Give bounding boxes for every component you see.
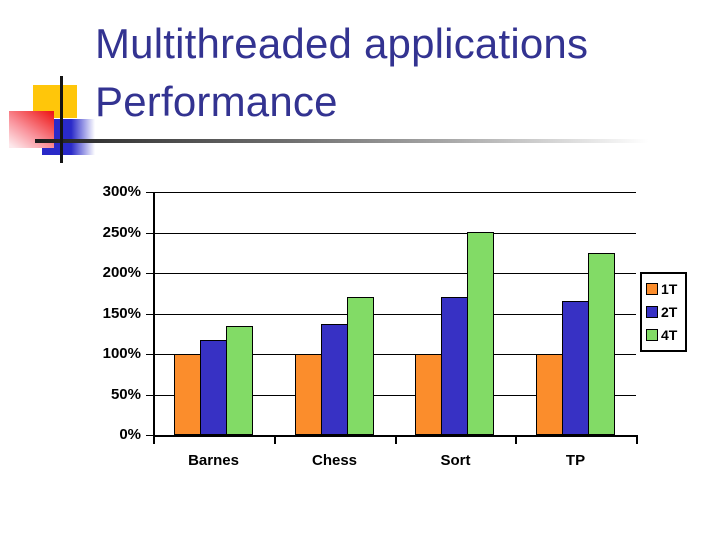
slide-title: Multithreaded applications Performance: [95, 20, 589, 125]
legend-swatch-4t: [646, 329, 658, 342]
legend-label-1t: 1T: [661, 280, 678, 297]
bar-sort-2t: [441, 297, 468, 435]
bar-barnes-4t: [226, 326, 253, 435]
y-axis-label-0%: 0%: [119, 426, 141, 443]
y-tick-300%: [146, 192, 153, 193]
x-boundary-tick-3: [515, 435, 517, 444]
gridline-150: [153, 314, 636, 315]
legend-swatch-1t: [646, 282, 658, 295]
x-axis-label-chess: Chess: [311, 452, 358, 469]
y-tick-0%: [146, 435, 153, 436]
gridline-200: [153, 273, 636, 274]
bar-tp-4t: [588, 253, 615, 435]
x-boundary-tick-4: [636, 435, 638, 444]
bar-barnes-1t: [174, 354, 201, 435]
y-tick-100%: [146, 354, 153, 355]
gridline-300: [153, 192, 636, 193]
y-axis-label-100%: 100%: [102, 345, 141, 362]
legend-item-1t: 1T: [646, 281, 685, 297]
y-axis-label-200%: 200%: [102, 264, 141, 281]
title-divider-line: [35, 139, 661, 143]
x-boundary-tick-0: [153, 435, 155, 444]
y-axis-label-50%: 50%: [110, 386, 141, 403]
gridline-250: [153, 233, 636, 234]
bar-tp-2t: [562, 301, 589, 435]
legend-item-4t: 4T: [646, 327, 685, 343]
bar-chess-4t: [347, 297, 374, 435]
bar-chess-2t: [321, 324, 348, 435]
gridline-50: [153, 395, 636, 396]
gridline-100: [153, 354, 636, 355]
y-axis-label-250%: 250%: [102, 224, 141, 241]
legend-swatch-2t: [646, 305, 658, 318]
chart-legend: 1T 2T 4T: [640, 272, 687, 352]
legend-item-2t: 2T: [646, 304, 685, 320]
bar-tp-1t: [536, 354, 563, 435]
legend-label-4t: 4T: [661, 327, 678, 344]
x-boundary-tick-1: [274, 435, 276, 444]
bar-chess-1t: [295, 354, 322, 435]
bar-sort-1t: [415, 354, 442, 435]
y-tick-150%: [146, 314, 153, 315]
x-axis-label-barnes: Barnes: [188, 452, 239, 469]
legend-label-2t: 2T: [661, 303, 678, 320]
y-axis-line: [153, 192, 155, 435]
x-axis-line: [153, 435, 636, 437]
y-axis-label-150%: 150%: [102, 305, 141, 322]
bar-barnes-2t: [200, 340, 227, 435]
x-boundary-tick-2: [395, 435, 397, 444]
decor-vertical-line: [60, 76, 63, 163]
x-axis-label-tp: TP: [565, 452, 586, 469]
y-tick-250%: [146, 233, 153, 234]
y-tick-200%: [146, 273, 153, 274]
y-axis-label-300%: 300%: [102, 183, 141, 200]
bar-sort-4t: [467, 232, 494, 435]
x-axis-label-sort: Sort: [440, 452, 471, 469]
y-tick-50%: [146, 395, 153, 396]
